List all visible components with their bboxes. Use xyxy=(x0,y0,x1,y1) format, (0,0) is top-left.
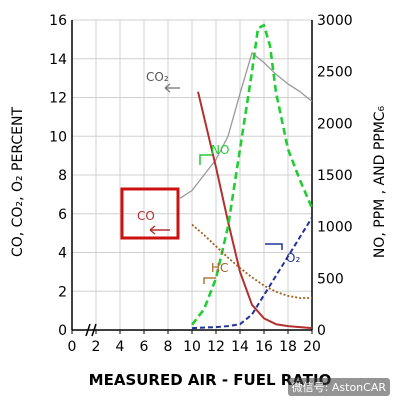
x-tick-label: 16 xyxy=(255,339,273,355)
x-tick-label: 10 xyxy=(183,339,201,355)
hc-label: HC xyxy=(211,261,228,275)
grid xyxy=(71,19,313,331)
watermark: 微信号: AstonCAR xyxy=(287,378,390,396)
y-left-tick-label: 4 xyxy=(58,246,67,262)
x-tick-label: 2 xyxy=(92,339,101,355)
y-left-tick-label: 10 xyxy=(49,129,67,145)
x-tick-label: 6 xyxy=(140,339,149,355)
no-label: NO xyxy=(211,143,229,157)
y-axis-right-label: NO, PPM , AND PPMC₆ xyxy=(372,105,388,258)
x-tick-label: 18 xyxy=(279,339,297,355)
o2-arrow xyxy=(265,243,283,250)
y-left-tick-label: 2 xyxy=(58,284,67,300)
no-arrow xyxy=(199,154,212,165)
y-axis-left-label: CO, CO₂, O₂ PERCENT xyxy=(10,107,26,257)
series-lines xyxy=(179,23,314,330)
axis-break-mark xyxy=(85,323,97,337)
annotations: CO₂ NO CO HC O₂ xyxy=(120,70,300,284)
y-left-tick-label: 6 xyxy=(58,207,67,223)
series-line-o xyxy=(191,217,313,330)
series-line-co xyxy=(179,52,313,199)
co-label: CO xyxy=(137,209,155,223)
x-tick-label: 14 xyxy=(231,339,249,355)
x-tick-label: 20 xyxy=(303,339,321,355)
o2-label: O₂ xyxy=(286,251,300,265)
y-left-tick-label: 12 xyxy=(49,91,67,107)
x-axis-label: MEASURED AIR - FUEL RATIO xyxy=(89,371,332,389)
y-right-tick-label: 2000 xyxy=(317,116,353,132)
y-right-tick-label: 0 xyxy=(317,323,326,339)
co2-label: CO₂ xyxy=(146,70,169,84)
y-left-tick-label: 0 xyxy=(58,323,67,339)
y-left-tick-label: 8 xyxy=(58,168,67,184)
x-tick-label: 0 xyxy=(68,339,77,355)
y-right-tick-label: 1000 xyxy=(317,220,353,236)
y-right-tick-label: 3000 xyxy=(317,13,353,29)
y-right-tick-label: 2500 xyxy=(317,65,353,81)
y-left-tick-label: 16 xyxy=(49,13,67,29)
y-right-tick-label: 500 xyxy=(317,271,344,287)
y-left-tick-label: 14 xyxy=(49,52,67,68)
y-right-tick-label: 1500 xyxy=(317,168,353,184)
hc-arrow xyxy=(203,277,216,284)
x-tick-label: 8 xyxy=(164,339,173,355)
x-tick-label: 4 xyxy=(116,339,125,355)
x-tick-label: 12 xyxy=(207,339,225,355)
axes: 0 2 4 6 8 10 12 14 16 18 2002468101214160500100015… xyxy=(49,13,352,355)
co2-arrowhead xyxy=(164,83,171,93)
series-line-co xyxy=(197,91,313,330)
series-line-hc xyxy=(191,223,312,299)
co-highlight-box xyxy=(120,187,180,240)
co-arrow xyxy=(149,225,170,235)
